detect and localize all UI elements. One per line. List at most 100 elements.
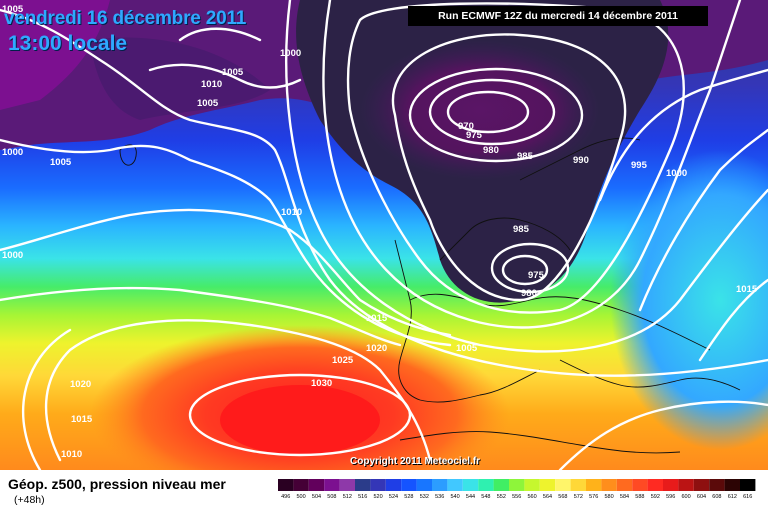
legend-value: 536 [435,494,444,499]
legend-value: 588 [635,494,644,499]
isobar-label: 1010 [281,207,302,218]
legend-value: 556 [512,494,521,499]
forecast-date: vendredi 16 décembre 2011 [4,8,247,29]
legend-swatch [601,479,617,491]
legend-swatch [724,479,740,491]
isobar-label: 1010 [201,79,222,90]
legend-value: 568 [558,494,567,499]
legend-value: 544 [466,494,475,499]
isobar-label: 1005 [197,98,219,109]
legend-swatch [416,479,432,491]
legend-swatch [293,479,309,491]
legend-value: 516 [358,494,367,499]
legend-value: 524 [389,494,398,499]
legend-value: 496 [281,494,290,499]
coastlines [119,137,741,454]
legend-swatch [616,479,633,491]
legend-value: 512 [343,494,352,499]
legend-swatch [401,479,417,491]
legend-swatch [447,479,463,491]
isobar-label: 975 [528,270,545,281]
isobar-label: 1005 [456,343,478,354]
legend-swatch [462,479,479,491]
legend-value: 616 [743,494,752,499]
legend-value: 564 [543,494,552,499]
legend-swatch [539,479,556,491]
legend-value: 540 [451,494,460,499]
legend-swatch [709,479,725,491]
isobar-label: 995 [631,160,648,171]
legend-swatch [308,479,325,491]
legend-swatch [478,479,494,491]
run-info: Run ECMWF 12Z du mercredi 14 décembre 20… [408,6,708,26]
isobar-label: 1015 [71,414,93,425]
isobar-label: 975 [466,130,483,141]
legend-swatch [339,479,355,491]
weather-map: 1005 1000 1005 1010 1005 1000 1005 1000 … [0,0,768,470]
legend-value: 604 [697,494,706,499]
legend-swatch [509,479,525,491]
legend-value: 520 [374,494,383,499]
legend-value: 576 [589,494,598,499]
legend-swatch [432,479,448,491]
isobar-label: 980 [483,145,499,156]
isobar-lines [0,0,768,470]
copyright-text: Copyright 2011 Meteociel.fr [350,456,481,467]
legend-swatch [370,479,386,491]
legend-swatch [740,479,756,491]
legend-value: 584 [620,494,629,499]
legend-swatch [647,479,663,491]
color-legend: 496 500 504 508 512 516 520 524 528 532 536 540 544 5… [278,479,756,499]
isobar-label: 1015 [366,313,388,324]
isobar-label: 1010 [61,449,82,460]
legend-swatch [324,479,340,491]
z500-northwest-purple [0,0,110,110]
legend-swatch [555,479,571,491]
legend-swatch [524,479,540,491]
legend-value: 572 [574,494,583,499]
z500-low-core [360,40,600,180]
forecast-time: 13:00 locale [8,32,128,55]
legend-swatch [493,479,509,491]
forecast-lead-time: (+48h) [14,494,45,506]
legend-swatch [693,479,710,491]
legend-swatch [663,479,679,491]
isobar-label: 1005 [50,157,72,168]
legend-swatch [678,479,694,491]
isobar-label: 980 [521,288,537,299]
legend-value: 560 [528,494,537,499]
isobar-label: 1020 [366,343,387,354]
legend-value: 596 [666,494,675,499]
legend-value: 548 [481,494,490,499]
isobar-label: 1000 [2,250,23,261]
legend-value: 500 [297,494,306,499]
isobar-label: 1030 [311,378,332,389]
isobar-label: 1000 [280,48,301,59]
isobar-label: 1000 [666,168,687,179]
legend-swatch [355,479,371,491]
legend-value: 608 [712,494,721,499]
isobar-label: 1005 [222,67,244,78]
map-title: Géop. z500, pression niveau mer [8,476,226,492]
isobar-label: 1025 [332,355,354,366]
legend-value: 592 [651,494,660,499]
legend-value: 528 [404,494,413,499]
isobar-labels: 1005 1000 1005 1010 1005 1000 1005 1000 … [2,4,758,460]
legend-value: 532 [420,494,429,499]
z500-purple-band [90,37,270,120]
isobar-label: 1000 [2,147,23,158]
legend-swatch [570,479,586,491]
legend-value: 612 [728,494,737,499]
legend-swatch [632,479,648,491]
legend-value: 552 [497,494,506,499]
legend-value: 600 [682,494,691,499]
legend-swatch [278,479,294,491]
legend-swatch [385,479,402,491]
isobar-label: 1015 [736,284,758,295]
isobar-label: 985 [513,224,530,235]
isobar-label: 1005 [2,4,24,15]
legend-value: 508 [327,494,336,499]
legend-value: 504 [312,494,321,499]
isobar-label: 990 [573,155,589,166]
